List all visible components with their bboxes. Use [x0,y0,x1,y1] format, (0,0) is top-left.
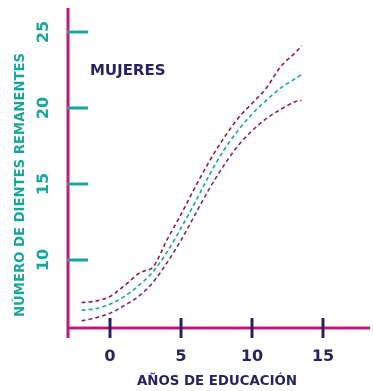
x-tick-label: 5 [175,346,186,365]
y-axis-title: NÚMERO DE DIENTES REMANENTES [12,53,28,317]
x-tick-label: 15 [312,346,334,365]
chart-title: MUJERES [90,61,166,79]
series-line-2 [81,73,303,311]
x-tick-label: 0 [104,346,115,365]
y-tick-label: 20 [33,97,52,119]
series-layer [81,45,303,322]
y-tick-label: 15 [33,173,52,195]
y-tick-label: 25 [33,21,52,43]
x-axis-title: AÑOS DE EDUCACIÓN [137,373,297,389]
y-tick-layer: 10 15 20 25 [33,21,88,271]
x-tick-layer: 0 5 10 15 [104,318,334,365]
series-line-1 [81,45,303,304]
series-line-3 [81,99,302,322]
y-tick-label: 10 [33,249,52,271]
x-tick-label: 10 [241,346,263,365]
